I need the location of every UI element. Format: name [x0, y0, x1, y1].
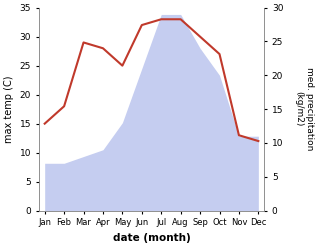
- Y-axis label: max temp (C): max temp (C): [4, 75, 14, 143]
- Y-axis label: med. precipitation
(kg/m2): med. precipitation (kg/m2): [294, 67, 314, 151]
- X-axis label: date (month): date (month): [113, 233, 190, 243]
